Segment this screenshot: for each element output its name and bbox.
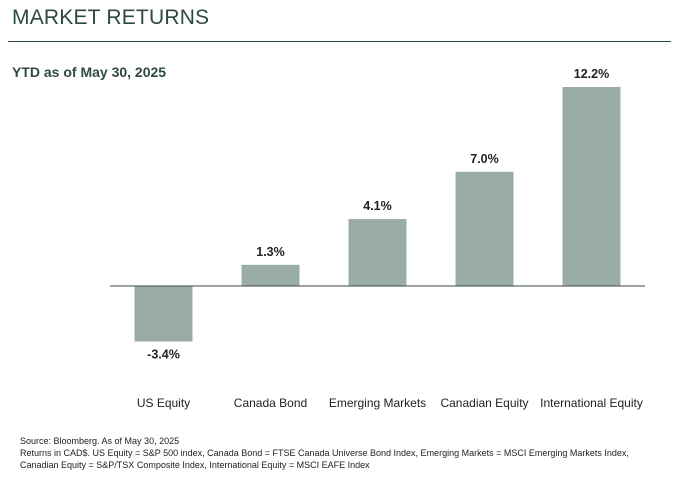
category-label: Canadian Equity (440, 396, 528, 410)
category-label: Emerging Markets (329, 396, 426, 410)
bar-international-equity (562, 87, 621, 286)
bar-canada-bond (241, 264, 300, 286)
data-label: 4.1% (363, 199, 392, 213)
bar-canadian-equity (455, 171, 514, 286)
returns-note: Returns in CAD$. US Equity = S&P 500 ind… (20, 448, 629, 470)
category-label: International Equity (540, 396, 643, 410)
source-note: Source: Bloomberg. As of May 30, 2025 (20, 436, 180, 446)
bar-us-equity (134, 286, 193, 342)
chart-subtitle: YTD as of May 30, 2025 (12, 64, 167, 80)
chart-title: MARKET RETURNS (12, 6, 210, 29)
category-label: US Equity (137, 396, 190, 410)
data-label: 7.0% (470, 152, 499, 166)
title-divider (8, 41, 671, 42)
data-label: 12.2% (574, 67, 609, 81)
category-label: Canada Bond (234, 396, 307, 410)
data-label: -3.4% (147, 348, 180, 362)
data-label: 1.3% (256, 245, 285, 259)
footnotes: Source: Bloomberg. As of May 30, 2025 Re… (20, 435, 665, 471)
bar-emerging-markets (348, 219, 407, 286)
bar-chart: -3.4% US Equity 1.3% Canada Bond 4.1% Emergin… (110, 67, 645, 410)
